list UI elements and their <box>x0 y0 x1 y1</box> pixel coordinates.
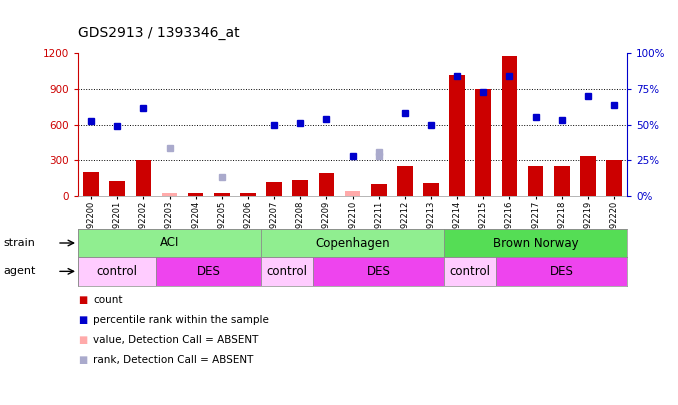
Bar <box>83 173 99 196</box>
Text: Brown Norway: Brown Norway <box>493 237 578 249</box>
Bar <box>78 257 157 286</box>
Bar <box>496 257 627 286</box>
Bar <box>450 75 465 196</box>
Text: count: count <box>93 295 123 305</box>
Bar <box>502 55 517 196</box>
Bar <box>344 191 361 196</box>
Bar <box>527 166 544 196</box>
Bar <box>423 183 439 196</box>
Bar <box>261 229 444 257</box>
Bar <box>397 166 413 196</box>
Bar <box>444 257 496 286</box>
Text: agent: agent <box>3 266 36 276</box>
Text: ■: ■ <box>78 315 87 325</box>
Text: control: control <box>266 265 308 278</box>
Text: control: control <box>450 265 491 278</box>
Bar <box>292 180 308 196</box>
Text: value, Detection Call = ABSENT: value, Detection Call = ABSENT <box>93 335 258 345</box>
Bar <box>240 193 256 196</box>
Text: control: control <box>97 265 138 278</box>
Bar <box>313 257 444 286</box>
Text: percentile rank within the sample: percentile rank within the sample <box>93 315 268 325</box>
Bar <box>319 173 334 196</box>
Bar <box>371 184 386 196</box>
Bar <box>136 160 151 196</box>
Bar <box>475 89 491 196</box>
Bar <box>444 229 627 257</box>
Text: strain: strain <box>3 238 35 248</box>
Text: Copenhagen: Copenhagen <box>315 237 390 249</box>
Text: DES: DES <box>367 265 391 278</box>
Bar <box>554 166 570 196</box>
Bar <box>188 194 203 196</box>
Bar <box>214 193 230 196</box>
Bar <box>606 160 622 196</box>
Text: ■: ■ <box>78 295 87 305</box>
Text: GDS2913 / 1393346_at: GDS2913 / 1393346_at <box>78 26 239 40</box>
Bar <box>580 156 596 196</box>
Text: ■: ■ <box>78 335 87 345</box>
Bar <box>266 182 282 196</box>
Text: ACI: ACI <box>160 237 179 249</box>
Text: rank, Detection Call = ABSENT: rank, Detection Call = ABSENT <box>93 356 254 365</box>
Bar <box>109 181 125 196</box>
Text: DES: DES <box>550 265 574 278</box>
Bar <box>261 257 313 286</box>
Bar <box>78 229 261 257</box>
Text: DES: DES <box>197 265 220 278</box>
Text: ■: ■ <box>78 356 87 365</box>
Bar <box>161 193 178 196</box>
Bar <box>157 257 261 286</box>
